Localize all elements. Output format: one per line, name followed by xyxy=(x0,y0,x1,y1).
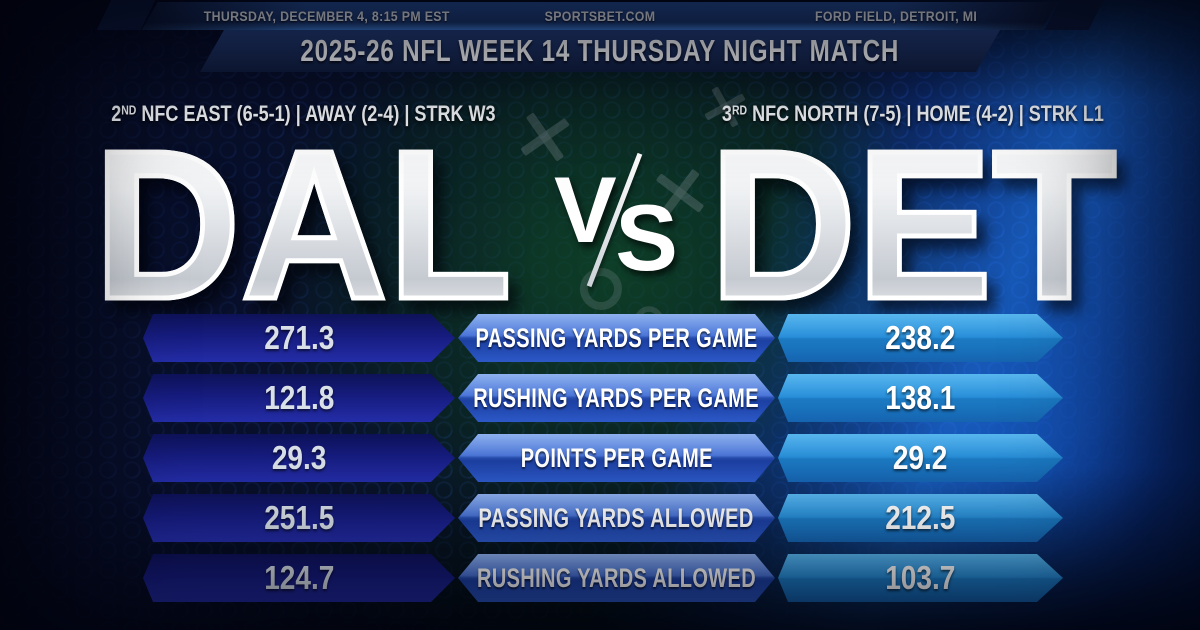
home-stat-value: 212.5 xyxy=(885,499,956,536)
home-team-rank-suffix: RD xyxy=(732,102,748,118)
match-title: 2025-26 NFL WEEK 14 THURSDAY NIGHT MATCH xyxy=(300,33,900,68)
away-stat-value: 271.3 xyxy=(263,319,335,356)
stat-label: PASSING YARDS PER GAME xyxy=(475,322,758,353)
away-stat-value: 29.3 xyxy=(271,439,327,476)
away-stat-bar: 271.3 xyxy=(143,314,455,362)
away-stat-bar: 121.8 xyxy=(143,374,455,422)
stat-label-banner: POINTS PER GAME xyxy=(458,434,775,482)
away-stat-value: 251.5 xyxy=(263,499,335,536)
venue-location: FORD FIELD, DETROIT, MI xyxy=(814,8,977,24)
away-team-abbr: DAL xyxy=(91,106,514,343)
home-stat-bar: 103.7 xyxy=(778,554,1063,602)
away-stat-value: 121.8 xyxy=(263,379,335,416)
stat-label-banner: PASSING YARDS PER GAME xyxy=(458,314,775,362)
home-stat-bar: 29.2 xyxy=(778,434,1063,482)
away-stat-bar: 124.7 xyxy=(143,554,455,602)
home-team-block: 3RD NFC NORTH (7-5) | HOME (4-2) | STRK … xyxy=(668,101,1158,343)
home-team-record: NFC NORTH (7-5) | HOME (4-2) | STRK L1 xyxy=(747,101,1105,126)
stat-row: 271.3 PASSING YARDS PER GAME 238.2 xyxy=(143,314,1063,362)
away-team-record: NFC EAST (6-5-1) | AWAY (2-4) | STRK W3 xyxy=(135,101,496,126)
match-title-banner: 2025-26 NFL WEEK 14 THURSDAY NIGHT MATCH xyxy=(200,30,1000,72)
vs-letter-s: S xyxy=(615,185,678,290)
away-stat-value: 124.7 xyxy=(263,559,335,596)
home-stat-value: 29.2 xyxy=(893,439,948,476)
stat-row: 124.7 RUSHING YARDS ALLOWED 103.7 xyxy=(143,554,1063,602)
stats-table: 271.3 PASSING YARDS PER GAME 238.2 121.8… xyxy=(143,314,1063,614)
stat-label: RUSHING YARDS ALLOWED xyxy=(476,562,757,593)
home-team-rank: 3 xyxy=(721,101,733,126)
vs-badge: V S xyxy=(554,152,678,288)
home-stat-bar: 238.2 xyxy=(778,314,1063,362)
home-stat-bar: 138.1 xyxy=(778,374,1063,422)
home-team-abbr: DET xyxy=(707,106,1119,343)
home-stat-bar: 212.5 xyxy=(778,494,1063,542)
away-team-info: 2ND NFC EAST (6-5-1) | AWAY (2-4) | STRK… xyxy=(58,101,548,127)
stat-label-banner: PASSING YARDS ALLOWED xyxy=(458,494,775,542)
play-diagram-o-icon xyxy=(580,268,622,310)
stat-label: POINTS PER GAME xyxy=(520,442,713,473)
stat-row: 29.3 POINTS PER GAME 29.2 xyxy=(143,434,1063,482)
stat-row: 251.5 PASSING YARDS ALLOWED 212.5 xyxy=(143,494,1063,542)
stat-label: RUSHING YARDS PER GAME xyxy=(473,382,760,413)
stat-label: PASSING YARDS ALLOWED xyxy=(478,502,755,533)
away-team-rank-suffix: ND xyxy=(120,102,136,118)
away-stat-bar: 251.5 xyxy=(143,494,455,542)
away-team-rank: 2 xyxy=(110,101,121,126)
away-team-block: 2ND NFC EAST (6-5-1) | AWAY (2-4) | STRK… xyxy=(58,101,548,343)
home-stat-value: 103.7 xyxy=(885,559,956,596)
header-strip: THURSDAY, DECEMBER 4, 8:15 PM EST SPORTS… xyxy=(142,2,1058,30)
site-name: SPORTSBET.COM xyxy=(544,8,656,24)
away-stat-bar: 29.3 xyxy=(143,434,455,482)
stat-label-banner: RUSHING YARDS ALLOWED xyxy=(458,554,775,602)
stat-row: 121.8 RUSHING YARDS PER GAME 138.1 xyxy=(143,374,1063,422)
kickoff-datetime: THURSDAY, DECEMBER 4, 8:15 PM EST xyxy=(203,8,450,24)
home-team-info: 3RD NFC NORTH (7-5) | HOME (4-2) | STRK … xyxy=(668,101,1158,127)
home-stat-value: 138.1 xyxy=(885,379,956,416)
home-stat-value: 238.2 xyxy=(885,319,956,356)
stat-label-banner: RUSHING YARDS PER GAME xyxy=(458,374,775,422)
